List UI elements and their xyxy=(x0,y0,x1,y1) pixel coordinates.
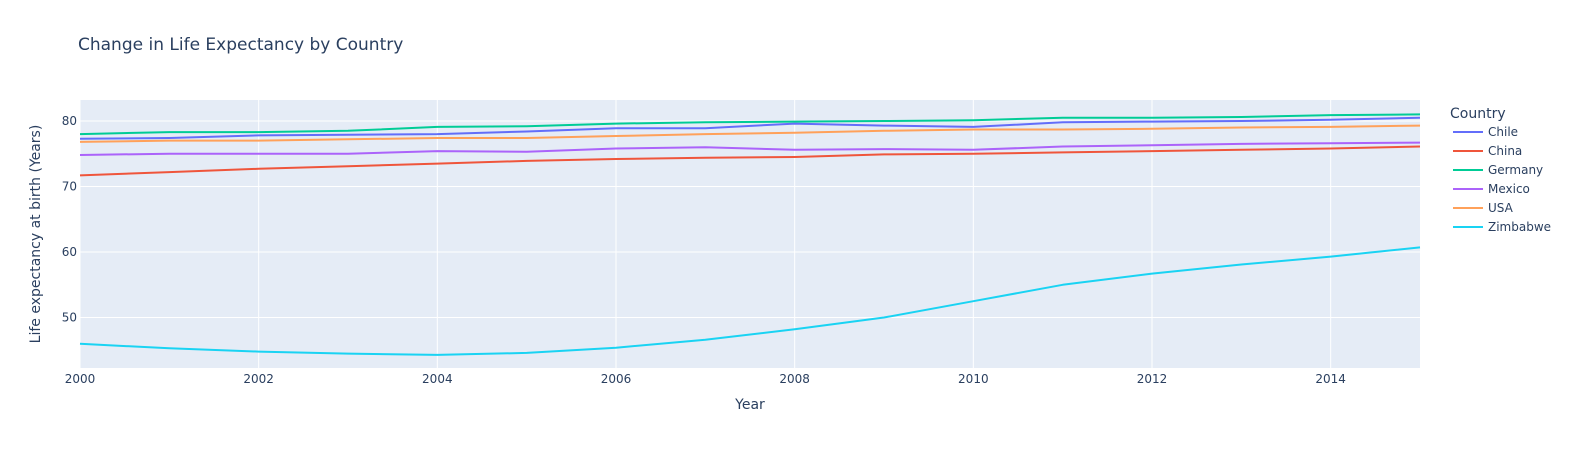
legend: Country Chile China Germany Mexico USA Zimbab… xyxy=(1450,106,1551,234)
series-line-chile xyxy=(79,116,1421,140)
series-line-germany xyxy=(79,113,1421,136)
legend-item-mexico[interactable]: Mexico xyxy=(1453,182,1530,196)
x-tick-label: 2002 xyxy=(243,372,274,386)
series-line-mexico xyxy=(79,141,1421,156)
x-axis-title: Year xyxy=(734,397,765,413)
legend-items: Chile China Germany Mexico USA Zimbabwe xyxy=(1453,125,1551,234)
legend-item-chile[interactable]: Chile xyxy=(1453,125,1518,139)
legend-label: Zimbabwe xyxy=(1488,220,1551,234)
x-axis-ticks: 2000 2002 2004 2006 2008 2010 2012 2014 xyxy=(65,372,1346,386)
y-axis-ticks: 50 60 70 80 xyxy=(62,114,77,325)
legend-label: Mexico xyxy=(1488,182,1530,196)
legend-item-usa[interactable]: USA xyxy=(1453,201,1514,215)
x-tick-label: 2012 xyxy=(1137,372,1168,386)
series-line-china xyxy=(79,145,1421,177)
y-tick-label: 70 xyxy=(62,179,77,193)
legend-label: Chile xyxy=(1488,125,1518,139)
series-line-zimbabwe xyxy=(79,246,1421,356)
x-tick-label: 2008 xyxy=(779,372,810,386)
x-tick-label: 2010 xyxy=(958,372,989,386)
series-lines xyxy=(79,113,1421,356)
legend-item-zimbabwe[interactable]: Zimbabwe xyxy=(1453,220,1551,234)
y-axis-title: Life expectancy at birth (Years) xyxy=(28,125,44,344)
x-tick-label: 2004 xyxy=(422,372,453,386)
legend-label: USA xyxy=(1488,201,1514,215)
x-tick-label: 2014 xyxy=(1315,372,1346,386)
y-tick-label: 60 xyxy=(62,245,77,259)
series-line-usa xyxy=(79,124,1421,143)
legend-title: Country xyxy=(1450,106,1506,122)
legend-item-germany[interactable]: Germany xyxy=(1453,163,1543,177)
y-tick-label: 80 xyxy=(62,114,77,128)
x-tick-label: 2000 xyxy=(65,372,96,386)
legend-item-china[interactable]: China xyxy=(1453,144,1522,158)
legend-label: Germany xyxy=(1488,163,1543,177)
y-tick-label: 50 xyxy=(62,311,77,325)
chart-title: Change in Life Expectancy by Country xyxy=(78,35,403,55)
legend-label: China xyxy=(1488,144,1522,158)
x-tick-label: 2006 xyxy=(601,372,632,386)
